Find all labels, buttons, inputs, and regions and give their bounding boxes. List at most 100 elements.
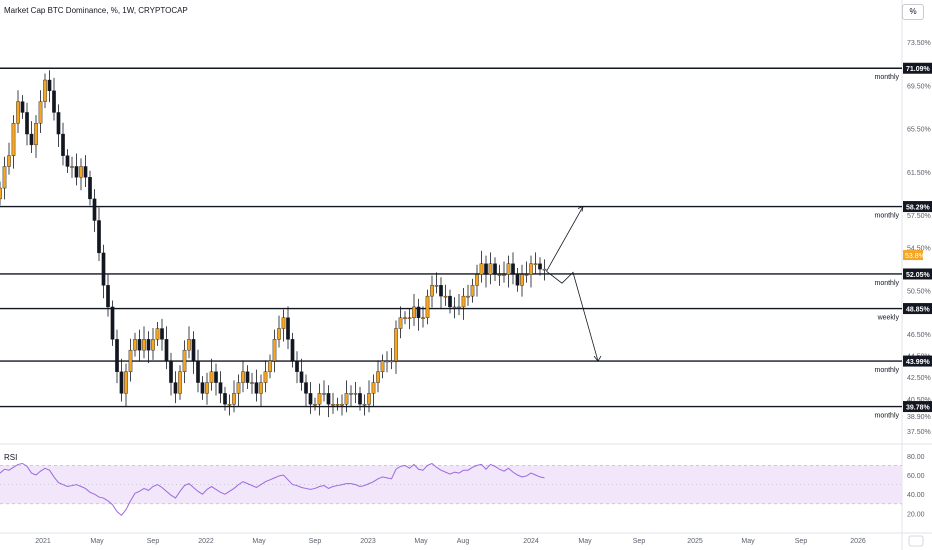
candle-body [34, 123, 38, 146]
candle-body [29, 133, 34, 146]
candle-body [403, 317, 407, 319]
candle-body [452, 306, 457, 309]
candle-body [484, 263, 488, 275]
level-price-tag [903, 303, 932, 315]
candle-body [56, 112, 61, 135]
candle-body [187, 339, 191, 351]
candle-body [146, 339, 151, 351]
candle-body [457, 306, 461, 309]
candle-body [272, 339, 277, 362]
candle-body [101, 252, 106, 286]
level-note: monthly [874, 367, 899, 374]
candle-body [115, 339, 119, 372]
candle-body [164, 339, 169, 362]
candle-body [200, 382, 205, 394]
candle-body [448, 295, 452, 308]
level-note: monthly [874, 213, 899, 220]
candle-body [52, 90, 56, 113]
candle-body [11, 123, 16, 156]
x-tick-label: 2021 [35, 538, 51, 545]
x-tick-label: Sep [795, 538, 808, 545]
rsi-line [0, 462, 545, 517]
projection-arrows [546, 205, 602, 362]
candle-body [290, 339, 295, 362]
candle-body [236, 382, 241, 394]
candle-body [7, 155, 11, 167]
candle-body [254, 382, 259, 394]
level-price-tag [903, 62, 932, 74]
candle-body [205, 382, 209, 394]
candle-body [439, 285, 443, 297]
candle-body [529, 263, 533, 275]
candle-body [533, 263, 538, 265]
candle-body [425, 295, 430, 318]
percent-scale-button[interactable]: % [902, 4, 924, 20]
x-tick-label: May [252, 538, 266, 545]
candle-body [286, 317, 290, 340]
candle-body [353, 393, 358, 395]
candle-body [70, 166, 74, 168]
candles [0, 70, 547, 418]
candle-body [299, 371, 304, 383]
candle-body [178, 371, 182, 394]
level-price-tag [903, 201, 932, 213]
candle-body [88, 177, 92, 200]
candle-body [479, 263, 484, 275]
candle-body [344, 393, 349, 405]
x-tick-label: May [90, 538, 104, 545]
candle-body [542, 268, 547, 271]
y-tick-label: 37.50% [907, 429, 931, 436]
candle-body [443, 295, 448, 298]
candle-body [308, 393, 313, 405]
time-axis[interactable]: 2021 May Sep 2022 May Sep 2023 May Aug 2024 May Sep… [35, 535, 924, 547]
candle-body [196, 360, 200, 383]
candle-body [466, 295, 470, 298]
y-tick-label: 38.90% [907, 414, 931, 421]
candle-body [110, 306, 115, 340]
rsi-indicator-label[interactable]: RSI [4, 453, 18, 462]
candle-body [128, 349, 133, 372]
candle-body [259, 382, 263, 394]
candle-body [155, 328, 160, 340]
candle-body [245, 371, 250, 383]
y-tick-label: 40.50% [907, 397, 931, 404]
current-price-text: 53.8% [905, 253, 925, 260]
candle-body [241, 371, 245, 383]
candle-body [358, 393, 362, 405]
candle-body [331, 403, 335, 406]
settings-icon [908, 535, 924, 547]
level-price-text: 39.78% [906, 405, 931, 412]
candle-body [376, 371, 380, 383]
candle-body [214, 371, 218, 383]
projection-up-arrowhead [577, 205, 584, 212]
candle-body [268, 360, 272, 372]
projection-up-line [546, 206, 584, 272]
candle-body [367, 393, 371, 405]
candle-body [326, 393, 331, 405]
candle-body [506, 263, 511, 275]
level-note: monthly [874, 74, 899, 81]
candle-body [61, 133, 65, 156]
level-price-tag [903, 355, 932, 367]
level-price-text: 43.99% [906, 359, 931, 366]
candle-body [362, 403, 367, 406]
price-axis[interactable]: 73.50% 69.50% 65.50% 61.50% 57.50% 54.50% 50.5… [903, 40, 932, 518]
level-price-tag [903, 268, 932, 280]
candle-body [16, 101, 20, 124]
candle-body [232, 393, 236, 405]
level-price-text: 58.29% [906, 205, 931, 212]
y-tick-label: 42.50% [907, 375, 931, 382]
candle-body [0, 187, 2, 200]
candle-body [524, 274, 529, 276]
candle-body [92, 198, 97, 221]
rsi-tick-label: 60.00 [907, 473, 925, 480]
candle-body [169, 360, 173, 383]
level-note: monthly [874, 280, 899, 287]
candle-body [124, 371, 128, 394]
candle-body [137, 339, 142, 351]
candle-body [475, 274, 479, 286]
rsi-tick-label: 20.00 [907, 511, 925, 518]
candle-body [227, 403, 232, 406]
